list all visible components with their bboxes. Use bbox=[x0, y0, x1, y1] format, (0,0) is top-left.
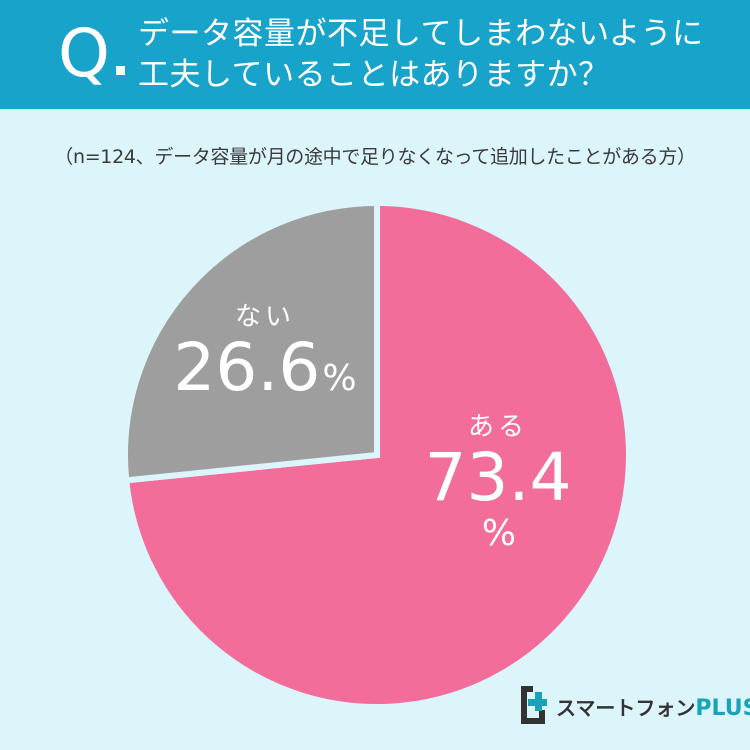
question-text: データ容量が不足してしまわないように 工夫していることはありますか？ bbox=[138, 14, 703, 96]
slice-unit-no: % bbox=[322, 358, 357, 399]
pie-slice-no bbox=[122, 199, 380, 484]
phone-plus-icon bbox=[521, 686, 547, 724]
slice-category-no: ない bbox=[234, 302, 295, 332]
q-mark: Q bbox=[58, 15, 110, 92]
brand-name-plus: PLUS bbox=[695, 696, 750, 721]
slice-label-no: ない 26.6% bbox=[170, 296, 360, 403]
slice-value-no: 26.6 bbox=[173, 329, 321, 406]
q-dot bbox=[116, 66, 125, 75]
question-header: Q データ容量が不足してしまわないように 工夫していることはありますか？ bbox=[0, 0, 750, 109]
question-line-2: 工夫していることはありますか？ bbox=[138, 57, 610, 93]
slice-category-yes: ある bbox=[467, 412, 528, 442]
slice-label-yes: ある 73.4% bbox=[408, 406, 588, 554]
sample-note: （n=124、データ容量が月の途中で足りなくなって追加したことがある方） bbox=[54, 146, 696, 168]
question-line-1: データ容量が不足してしまわないように bbox=[138, 16, 704, 52]
brand-name: スマートフォンPLUS bbox=[556, 692, 750, 721]
brand-name-jp: スマートフォン bbox=[556, 696, 696, 720]
slice-value-yes: 73.4 bbox=[424, 439, 572, 516]
slice-unit-yes: % bbox=[481, 513, 517, 554]
brand-logo: スマートフォンPLUS bbox=[518, 684, 750, 726]
